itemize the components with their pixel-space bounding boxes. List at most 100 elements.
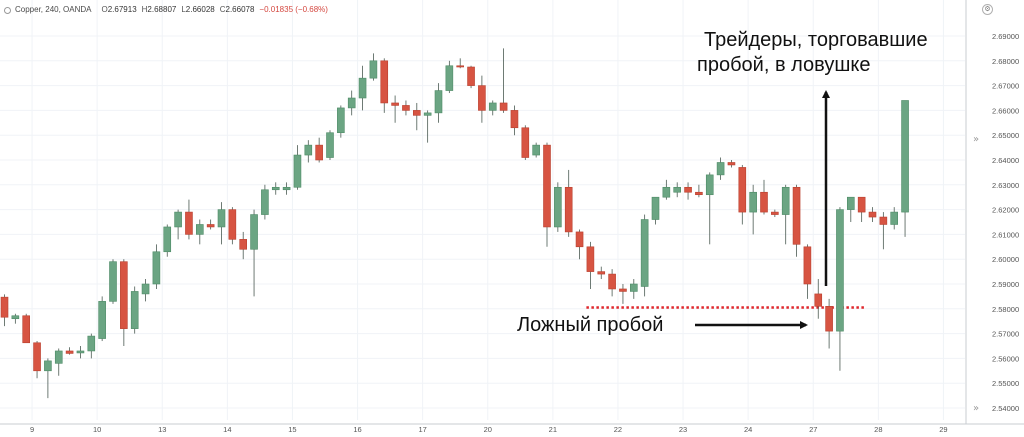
candle-up [901,100,909,237]
ohlc-high-key: H [141,5,148,14]
candle-body [792,186,801,245]
candle-body [358,77,367,99]
candle-down [510,105,519,136]
candle-body [629,283,638,292]
candle-body [391,102,399,106]
candle-down [456,58,465,69]
candle-body [402,105,410,111]
candle-body [705,174,714,196]
y-tick-label: 2.66000 [992,106,1019,115]
candle-body [499,102,508,111]
candle-body [640,219,649,287]
candle-body [890,211,899,225]
candle-body [803,246,812,285]
candle-body [673,186,682,193]
candle-up [488,100,497,116]
candle-body [619,288,627,292]
candle-body [11,315,20,320]
candle-down [185,199,193,240]
x-tick-label: 21 [549,425,557,434]
ohlc-close-key: C [219,5,226,14]
candle-up [44,358,52,399]
candle-body [293,154,302,188]
candle-body [488,102,497,111]
candle-down [575,229,584,260]
candle-body [868,211,877,218]
candle-down [879,212,888,250]
candle-body [695,191,703,196]
candle-up [705,172,714,245]
candle-up [109,259,117,304]
candle-body [76,350,85,354]
candle-up [261,184,269,220]
symbol-status-icon [4,6,11,14]
annotation-trapped-line1: Трейдеры, торговавшие [704,29,928,51]
candle-body [130,291,139,329]
x-tick-label: 17 [418,425,426,434]
y-tick-label: 2.65000 [992,131,1019,140]
candle-body [217,209,226,228]
candle-down [814,279,823,319]
ohlc-open-key: O [101,5,108,14]
candle-body [87,335,96,352]
scroll-to-latest-icon[interactable]: » [973,403,980,414]
candle-body [98,301,106,339]
candle-body [120,261,128,329]
y-tick-label: 2.60000 [992,255,1019,264]
candle-body [412,110,421,116]
candle-up [716,157,725,180]
candle-body [33,342,41,372]
candle-down [608,269,616,297]
candle-body [738,167,747,213]
candle-down [467,65,475,89]
candle-up [434,83,443,123]
candle-body [0,296,9,318]
candle-body [662,186,671,198]
candle-body [380,60,389,104]
double-chevron-right-icon[interactable]: » [973,134,980,145]
ohlc-close-value: 2.66078 [225,5,255,14]
y-tick-label: 2.58000 [992,305,1019,314]
candle-down [65,347,74,355]
candle-down [857,196,866,222]
candle-body [478,85,486,111]
candle-up [250,209,258,297]
candle-body [185,211,193,235]
candle-up [629,279,638,299]
candle-up [76,346,85,359]
candle-down [499,48,508,113]
candle-body [597,271,606,275]
candle-up [890,207,899,230]
candle-body [423,112,432,116]
candle-body [901,100,909,213]
candle-down [380,58,389,113]
candle-body [586,246,595,272]
candle-down [738,164,747,225]
ohlc-low-value: 2.66028 [185,5,215,14]
candle-body [857,196,866,213]
settings-gear-icon[interactable]: ⚙ [982,4,993,15]
candle-body [781,186,790,215]
candle-up [282,182,291,195]
candle-up [196,219,204,245]
candle-body [141,283,150,295]
candle-body [326,132,334,158]
candle-down [695,184,703,198]
x-tick-label: 20 [484,425,492,434]
candle-up [358,65,367,111]
y-tick-label: 2.56000 [992,354,1019,363]
candle-up [369,53,378,81]
candle-up [130,286,139,334]
candle-up [217,202,226,245]
candle-up [846,196,855,222]
candle-up [532,142,540,158]
candle-body [684,186,692,193]
candle-body [228,209,237,240]
candle-body [575,231,584,248]
candle-down [771,209,779,218]
candle-down [0,294,9,327]
candle-body [543,144,551,228]
candle-down [792,184,801,257]
candle-down [803,244,812,299]
